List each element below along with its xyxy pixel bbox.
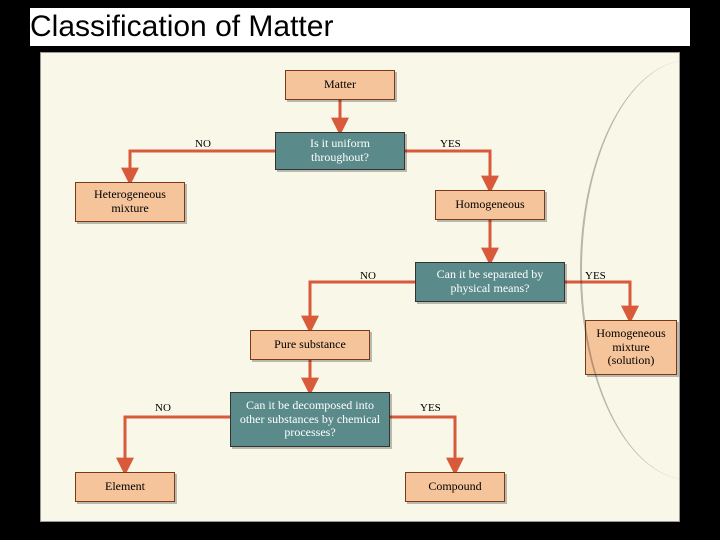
- flowchart-edge-label: YES: [440, 138, 461, 150]
- flowchart-node-label: Can it be decomposed into other substanc…: [231, 395, 389, 444]
- flowchart-node-label: Is it uniform throughout?: [276, 133, 404, 169]
- flowchart-edge-label: NO: [155, 402, 171, 414]
- flowchart-node-label: Pure substance: [268, 334, 352, 356]
- flowchart-edge: [405, 151, 490, 190]
- flowchart-node-element: Element: [75, 472, 175, 502]
- flowchart-edge-label: NO: [195, 138, 211, 150]
- flowchart-edge: [130, 151, 275, 182]
- flowchart-node-homo: Homogeneous: [435, 190, 545, 220]
- flowchart-node-label: Element: [99, 476, 151, 498]
- flowchart-edge-label: YES: [420, 402, 441, 414]
- flowchart-node-q1: Is it uniform throughout?: [275, 132, 405, 170]
- flowchart-node-q3: Can it be decomposed into other substanc…: [230, 392, 390, 447]
- page-title: Classification of Matter: [30, 8, 690, 46]
- flowchart-node-compound: Compound: [405, 472, 505, 502]
- flowchart-edge: [310, 282, 415, 330]
- flowchart-node-matter: Matter: [285, 70, 395, 100]
- flowchart-node-label: Matter: [318, 74, 362, 96]
- flowchart-node-label: Heterogeneous mixture: [76, 184, 184, 220]
- flowchart-node-label: Homogeneous: [449, 194, 530, 216]
- flowchart-node-q2: Can it be separated by physical means?: [415, 262, 565, 302]
- flowchart-node-hetero: Heterogeneous mixture: [75, 182, 185, 222]
- flowchart-edge-label: NO: [360, 270, 376, 282]
- flowchart-edge: [125, 417, 230, 472]
- flowchart-node-pure: Pure substance: [250, 330, 370, 360]
- flowchart-edge: [390, 417, 455, 472]
- flowchart-node-label: Can it be separated by physical means?: [416, 264, 564, 300]
- flowchart-node-label: Compound: [422, 476, 487, 498]
